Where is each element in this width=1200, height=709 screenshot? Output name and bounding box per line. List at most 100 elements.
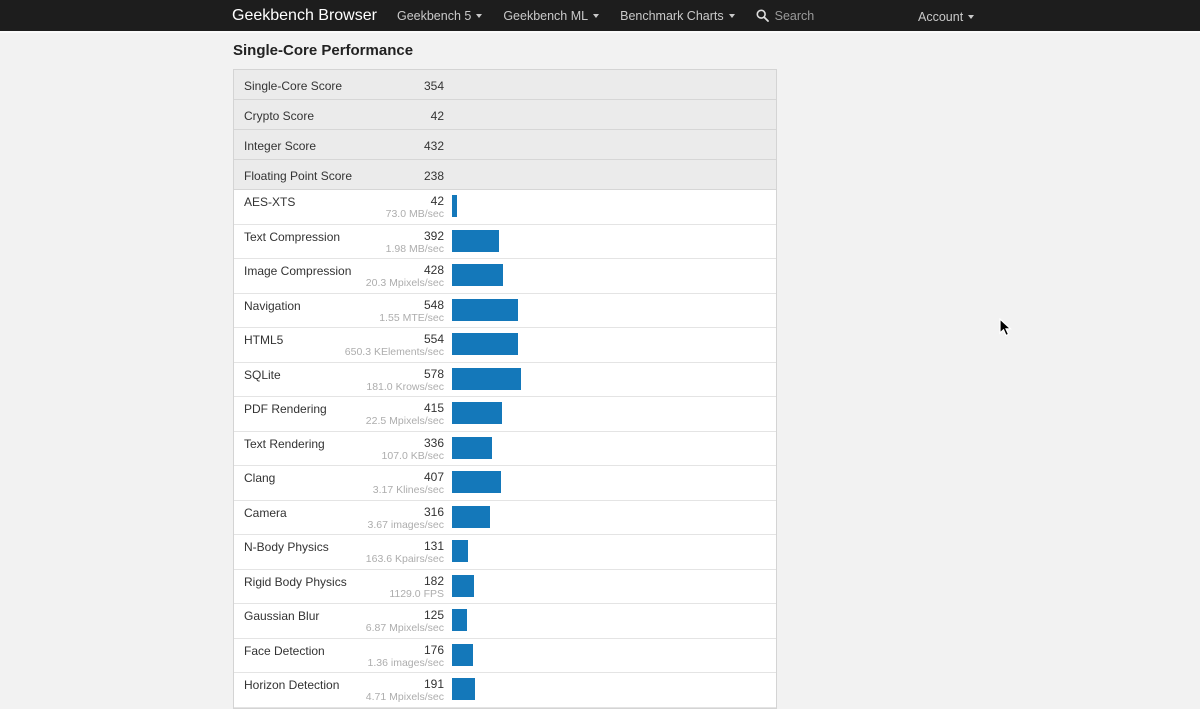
benchmark-name: Camera [244, 505, 287, 520]
benchmark-rate: 650.3 KElements/sec [344, 346, 444, 358]
benchmark-score: 131 [423, 539, 444, 553]
score-bar [452, 643, 473, 666]
summary-score-value: 42 [430, 109, 444, 123]
summary-label: Integer Score [244, 139, 317, 153]
score-bar [452, 540, 468, 562]
nav-benchmark-charts-label: Benchmark Charts [620, 8, 724, 23]
benchmark-rate: 73.0 MB/sec [385, 208, 444, 220]
benchmark-name: AES-XTS [244, 195, 296, 209]
chevron-down-icon [968, 14, 975, 19]
benchmark-score: 392 [423, 228, 444, 243]
nav-geekbenchml-label: Geekbench ML [503, 8, 589, 23]
main-content: Single-Core Performance Single-Core Scor… [0, 33, 1200, 709]
benchmark-rate: 1.55 MTE/sec [379, 311, 444, 324]
benchmark-rate: 3.17 Klines/sec [372, 484, 444, 496]
benchmark-row: Rigid Body Physics 182 1129.0 FPS [234, 569, 776, 604]
chevron-down-icon [476, 13, 483, 18]
chevron-down-icon [593, 13, 600, 18]
benchmark-score: 176 [423, 642, 444, 657]
score-bar [452, 264, 503, 286]
benchmark-rate: 1.98 MB/sec [385, 242, 444, 255]
nav-geekbench5-label: Geekbench 5 [396, 8, 472, 23]
benchmark-row: Clang 407 3.17 Klines/sec [234, 466, 776, 501]
benchmark-row: Text Compression 392 1.98 MB/sec [234, 224, 776, 259]
score-bar [452, 195, 457, 217]
summary-score-value: 432 [423, 139, 444, 153]
score-bar [452, 367, 521, 390]
benchmark-row: Text Rendering 336 107.0 KB/sec [234, 431, 776, 466]
page-title: Single-Core Performance [233, 42, 414, 59]
benchmark-score: 548 [423, 297, 444, 312]
benchmark-name: Image Compression [244, 264, 352, 278]
benchmark-row: SQLite 578 181.0 Krows/sec [234, 362, 776, 397]
benchmark-rate: 22.5 Mpixels/sec [365, 415, 444, 427]
score-bar [452, 471, 501, 493]
score-bar [452, 436, 492, 459]
benchmark-rate: 1129.0 FPS [389, 587, 444, 600]
search-label: Search [774, 8, 815, 23]
benchmark-results-table: Single-Core Score 354 Crypto Score 42 In… [233, 69, 777, 709]
benchmark-rate: 6.87 Mpixels/sec [365, 622, 444, 634]
score-bar [452, 402, 502, 424]
top-navbar: Geekbench Browser Geekbench 5 Geekbench … [0, 0, 1200, 33]
benchmark-score: 428 [423, 263, 444, 277]
benchmark-row: Horizon Detection 191 4.71 Mpixels/sec [234, 673, 776, 708]
benchmark-row: AES-XTS 42 73.0 MB/sec [234, 190, 776, 225]
benchmark-score: 316 [423, 504, 444, 519]
benchmark-score: 407 [423, 470, 444, 484]
summary-row: Single-Core Score 354 [234, 70, 776, 100]
benchmark-name: Text Rendering [244, 436, 325, 451]
benchmark-row: Camera 316 3.67 images/sec [234, 500, 776, 535]
benchmark-section: AES-XTS 42 73.0 MB/sec Text Compression … [234, 190, 776, 708]
nav-geekbench5-menu[interactable]: Geekbench 5 [396, 8, 483, 23]
benchmark-name: N-Body Physics [244, 540, 329, 554]
benchmark-rate: 4.71 Mpixels/sec [365, 691, 444, 703]
benchmark-name: SQLite [244, 367, 281, 382]
search-link[interactable]: Search [756, 8, 815, 23]
benchmark-score: 125 [423, 608, 444, 622]
summary-label: Floating Point Score [244, 169, 353, 183]
nav-geekbenchml-menu[interactable]: Geekbench ML [503, 8, 600, 23]
summary-row: Crypto Score 42 [234, 100, 776, 130]
summary-score-value: 238 [423, 169, 444, 183]
benchmark-row: N-Body Physics 131 163.6 Kpairs/sec [234, 535, 776, 570]
account-menu[interactable]: Account [918, 0, 975, 33]
score-bar [452, 298, 518, 321]
nav-benchmark-charts-menu[interactable]: Benchmark Charts [620, 9, 735, 23]
score-bar [452, 678, 475, 700]
summary-section: Single-Core Score 354 Crypto Score 42 In… [234, 70, 776, 190]
benchmark-name: HTML5 [244, 333, 284, 347]
score-bar [452, 505, 490, 528]
score-bar [452, 574, 474, 597]
benchmark-score: 554 [423, 332, 444, 346]
search-icon [756, 9, 769, 22]
benchmark-row: Face Detection 176 1.36 images/sec [234, 638, 776, 673]
benchmark-row: HTML5 554 650.3 KElements/sec [234, 328, 776, 363]
benchmark-score: 578 [423, 366, 444, 381]
benchmark-name: Navigation [244, 298, 301, 313]
benchmark-rate: 181.0 Krows/sec [366, 380, 444, 393]
benchmark-name: Clang [244, 471, 276, 485]
score-bar [452, 609, 467, 631]
chevron-down-icon [728, 13, 735, 18]
benchmark-score: 415 [423, 401, 444, 415]
benchmark-row: Image Compression 428 20.3 Mpixels/sec [234, 259, 776, 294]
benchmark-name: PDF Rendering [244, 402, 327, 416]
benchmark-name: Face Detection [244, 643, 325, 658]
account-label: Account [918, 9, 964, 24]
summary-label: Crypto Score [244, 109, 315, 123]
benchmark-name: Text Compression [244, 229, 341, 244]
benchmark-score: 182 [423, 573, 444, 588]
benchmark-score: 191 [423, 677, 444, 691]
summary-row: Floating Point Score 238 [234, 160, 776, 190]
benchmark-rate: 1.36 images/sec [367, 656, 444, 669]
summary-row: Integer Score 432 [234, 130, 776, 160]
benchmark-row: PDF Rendering 415 22.5 Mpixels/sec [234, 397, 776, 432]
benchmark-rate: 3.67 images/sec [367, 518, 444, 531]
benchmark-score: 336 [423, 435, 444, 450]
benchmark-row: Gaussian Blur 125 6.87 Mpixels/sec [234, 604, 776, 639]
benchmark-row: Navigation 548 1.55 MTE/sec [234, 293, 776, 328]
brand-link[interactable]: Geekbench Browser [232, 6, 377, 24]
score-bar [452, 333, 518, 355]
benchmark-name: Gaussian Blur [244, 609, 320, 623]
